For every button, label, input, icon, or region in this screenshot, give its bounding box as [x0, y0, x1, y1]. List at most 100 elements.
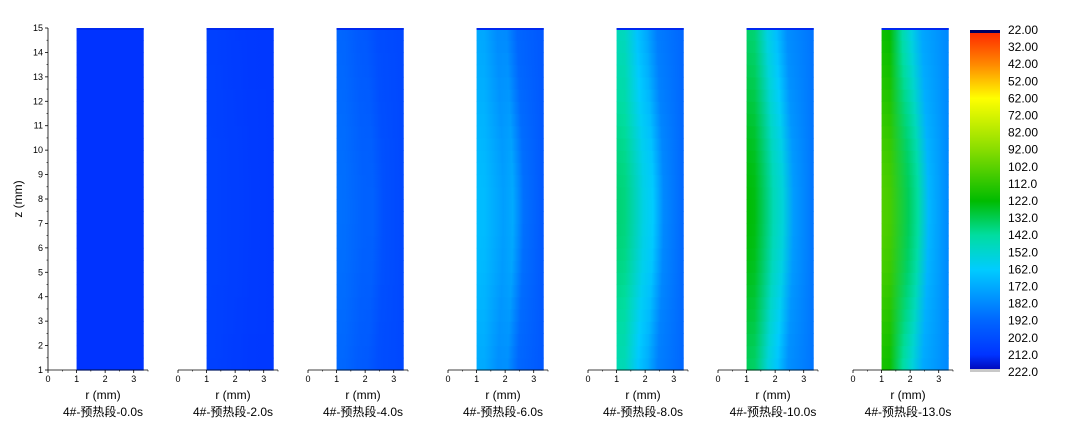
heatmap-cell — [746, 174, 814, 188]
colorbar-label: 212.0 — [1008, 348, 1038, 362]
heatmap-cell — [206, 28, 274, 41]
y-tick-label: 6 — [38, 243, 43, 253]
heatmap-cell — [616, 125, 684, 139]
heatmap-cell — [76, 260, 144, 273]
x-tick-label: 0 — [850, 374, 855, 384]
heatmap-cell — [616, 321, 684, 334]
x-axis-title: r (mm) — [345, 388, 380, 402]
heatmap-panel: 0 1 2 3 r (mm) 4#-预热段-10.0s — [715, 28, 819, 419]
heatmap-cell — [336, 284, 404, 298]
heatmap-cell — [206, 40, 274, 54]
heatmap-cell — [881, 296, 949, 310]
heatmap-cell — [76, 40, 144, 54]
colorbar-label: 182.0 — [1008, 297, 1038, 311]
heatmap-cell — [746, 247, 814, 261]
heatmap-cell — [476, 125, 544, 139]
heatmap-cell — [76, 76, 144, 90]
heatmap-cell — [746, 235, 814, 249]
x-axis-title: r (mm) — [215, 388, 250, 402]
heatmap-cell — [476, 272, 544, 286]
heatmap-cell — [336, 125, 404, 139]
heatmap-cell — [206, 76, 274, 90]
y-tick-label: 14 — [33, 47, 43, 57]
heatmap-cell — [746, 345, 814, 359]
heatmap-cell — [336, 40, 404, 54]
heatmap-cell — [76, 28, 144, 41]
colorbar-label: 112.0 — [1008, 177, 1037, 191]
heatmap-cell — [746, 333, 814, 347]
heatmap-cell — [206, 296, 274, 310]
heatmap-cell — [336, 52, 404, 66]
heatmap-top-edge — [881, 28, 949, 30]
heatmap-cell — [476, 150, 544, 163]
heatmap-cell — [746, 125, 814, 139]
heatmap-cell — [746, 64, 814, 78]
heatmap-cell — [206, 260, 274, 273]
heatmap-cell — [616, 357, 684, 371]
x-tick-label: 0 — [45, 374, 50, 384]
heatmap-cell — [76, 64, 144, 78]
x-axis-title: r (mm) — [485, 388, 520, 402]
heatmap-cell — [336, 174, 404, 188]
heatmap-cell — [746, 162, 814, 176]
heatmap-cell — [476, 223, 544, 237]
x-tick-label: 1 — [204, 374, 209, 384]
heatmap-cell — [336, 137, 404, 151]
heatmap-cell — [881, 174, 949, 188]
x-tick-label: 1 — [474, 374, 479, 384]
heatmap-cell — [476, 333, 544, 347]
heatmap-cell — [476, 357, 544, 371]
heatmap-cell — [206, 223, 274, 237]
heatmap-cell — [76, 284, 144, 298]
heatmap-panel: 0 1 2 3 r (mm) 4#-预热段-2.0s — [175, 28, 279, 419]
heatmap-cell — [206, 211, 274, 225]
heatmap-cell — [476, 174, 544, 188]
heatmap-cell — [336, 211, 404, 225]
heatmap-cell — [616, 211, 684, 225]
heatmap-cell — [476, 113, 544, 127]
x-tick-label: 2 — [908, 374, 913, 384]
heatmap-cell — [336, 247, 404, 261]
x-tick-label: 0 — [585, 374, 590, 384]
heatmap-cell — [881, 284, 949, 298]
heatmap-cell — [881, 89, 949, 102]
heatmap-cell — [206, 321, 274, 334]
panel-title: 4#-预热段-13.0s — [865, 404, 952, 419]
heatmap-cell — [881, 76, 949, 90]
heatmap-cell — [76, 308, 144, 322]
heatmap-cell — [336, 64, 404, 78]
heatmap-cell — [476, 162, 544, 176]
heatmap-cell — [206, 308, 274, 322]
panel-title: 4#-预热段-4.0s — [323, 404, 403, 419]
heatmap-cell — [476, 284, 544, 298]
x-tick-label: 1 — [614, 374, 619, 384]
x-tick-label: 3 — [391, 374, 396, 384]
heatmap-cell — [746, 272, 814, 286]
heatmap-cell — [206, 284, 274, 298]
heatmap-cell — [881, 235, 949, 249]
heatmap-cell — [616, 186, 684, 200]
heatmap-cell — [476, 345, 544, 359]
heatmap-panel: 0 1 2 3 r (mm) 4#-预热段-8.0s — [585, 28, 689, 419]
heatmap-cell — [616, 284, 684, 298]
heatmap-cell — [746, 260, 814, 273]
colorbar-bottom-band — [970, 369, 1000, 372]
heatmap-cell — [881, 357, 949, 371]
heatmap-cell — [336, 199, 404, 212]
x-tick-label: 3 — [131, 374, 136, 384]
heatmap-cell — [476, 137, 544, 151]
heatmap-cell — [476, 186, 544, 200]
heatmap-cell — [206, 357, 274, 371]
colorbar: 22.00 32.00 42.00 52.00 62.00 72.00 82.00 92.00… — [970, 23, 1038, 379]
heatmap-cell — [881, 64, 949, 78]
heatmap-cell — [206, 101, 274, 115]
y-tick-label: 5 — [38, 267, 43, 277]
heatmap-cell — [76, 52, 144, 66]
heatmap-cell — [881, 28, 949, 41]
heatmap-cell — [746, 137, 814, 151]
heatmap-cell — [616, 137, 684, 151]
heatmap-cell — [616, 308, 684, 322]
heatmap-cell — [76, 235, 144, 249]
heatmap-cell — [206, 162, 274, 176]
